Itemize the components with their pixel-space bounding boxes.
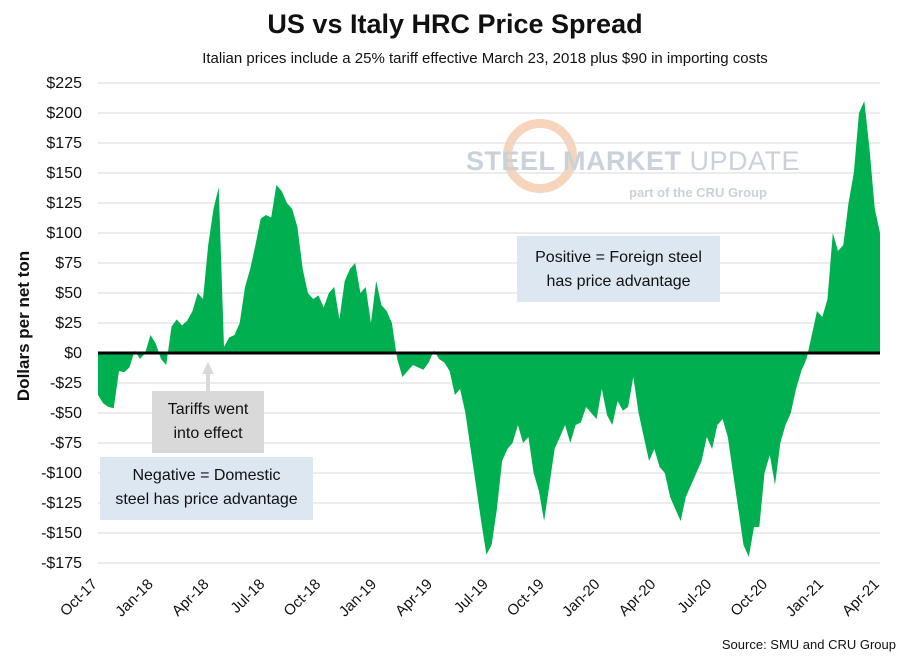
y-tick-label: -$75 [50, 435, 82, 452]
positive-annotation: Positive = Foreign steel has price advan… [517, 236, 720, 302]
tariff-annotation: Tariffs went into effect [152, 391, 264, 453]
x-tick-label: Apr-21 [839, 576, 883, 620]
chart-subtitle: Italian prices include a 25% tariff effe… [202, 50, 768, 67]
watermark-logo: STEEL MARKET UPDATE part of the CRU Grou… [466, 117, 800, 207]
x-tick-label: Jan-20 [559, 576, 603, 620]
y-tick-label: -$50 [50, 405, 82, 422]
x-tick-label: Jan-19 [336, 576, 380, 620]
x-tick-label: Jul-19 [451, 576, 492, 617]
negative-annotation: Negative = Domestic steel has price adva… [100, 457, 313, 520]
x-tick-label: Apr-19 [392, 576, 436, 620]
x-tick-label: Oct-17 [57, 576, 101, 620]
x-tick-label: Jan-21 [783, 576, 827, 620]
y-tick-label: $25 [55, 315, 82, 332]
x-tick-label: Jul-18 [227, 576, 268, 617]
y-tick-label: -$25 [50, 375, 82, 392]
y-tick-label: $150 [46, 165, 82, 182]
y-tick-label: $100 [46, 225, 82, 242]
y-axis-ticks: $225 $200 $175 $150 $125 $100 $75 $50 $25 $0 -$25 -… [41, 75, 82, 572]
x-axis-ticks: Oct-17 Jan-18 Apr-18 Jul-18 Oct-18 Jan-19 Apr-… [57, 576, 883, 620]
y-tick-label: -$150 [41, 525, 82, 542]
x-tick-label: Apr-18 [169, 576, 213, 620]
y-tick-label: -$125 [41, 495, 82, 512]
y-tick-label: $75 [55, 255, 82, 272]
x-tick-label: Apr-20 [616, 576, 660, 620]
y-tick-label: $125 [46, 195, 82, 212]
source-note: Source: SMU and CRU Group [721, 637, 896, 652]
x-tick-label: Jul-20 [674, 576, 715, 617]
tariff-arrow-icon [202, 362, 214, 392]
y-tick-label: -$100 [41, 465, 82, 482]
watermark-brand: STEEL MARKET UPDATE [466, 146, 801, 176]
x-tick-label: Oct-19 [504, 576, 548, 620]
x-tick-label: Oct-18 [280, 576, 324, 620]
y-tick-label: -$175 [41, 555, 82, 572]
chart-title: US vs Italy HRC Price Spread [267, 9, 643, 39]
x-tick-label: Oct-20 [727, 576, 771, 620]
x-tick-label: Jan-18 [112, 576, 156, 620]
watermark-tagline: part of the CRU Group [629, 185, 767, 200]
spread-area [98, 101, 880, 557]
y-tick-label: $0 [64, 345, 82, 362]
y-tick-label: $225 [46, 75, 82, 92]
y-tick-label: $200 [46, 105, 82, 122]
y-tick-label: $175 [46, 135, 82, 152]
y-tick-label: $50 [55, 285, 82, 302]
logo-ring-icon [503, 119, 577, 193]
